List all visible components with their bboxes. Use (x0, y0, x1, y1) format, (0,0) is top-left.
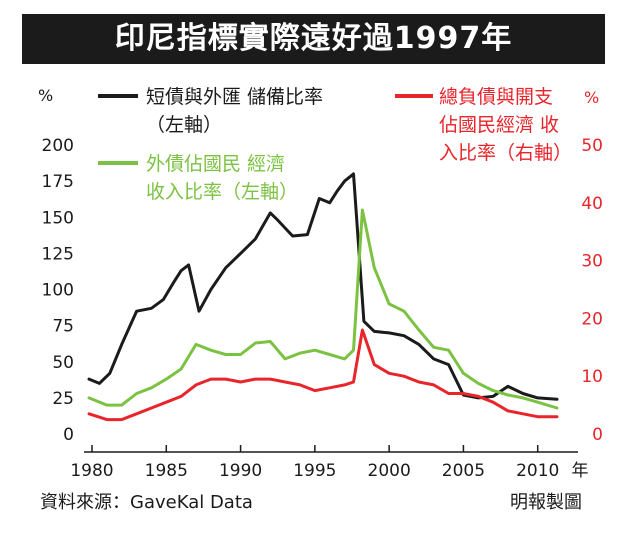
title-bar: 印尼指標實際遠好過1997年 (22, 14, 605, 64)
total-debt-line (87, 328, 559, 422)
right-tick-label: 20 (581, 309, 603, 329)
left-tick-label: 175 (42, 172, 74, 192)
left-axis-unit: % (38, 86, 54, 105)
x-tick-label: 2005 (442, 461, 485, 481)
legend-external-debt-label: 外債佔國民 經濟收入比率（左軸） (146, 153, 299, 203)
left-tick-label: 125 (42, 244, 74, 264)
right-tick-label: 50 (581, 136, 603, 156)
x-tick-label: 2000 (368, 461, 411, 481)
left-tick-label: 100 (42, 281, 74, 301)
left-tick-label: 50 (52, 353, 74, 373)
right-axis-unit: % (584, 88, 600, 107)
right-tick-label: 0 (592, 425, 603, 445)
left-tick-label: 0 (63, 425, 74, 445)
left-tick-label: 75 (52, 317, 74, 337)
left-tick-label: 25 (52, 389, 74, 409)
x-tick-label: 1990 (219, 461, 262, 481)
chart-title: 印尼指標實際遠好過1997年 (114, 21, 513, 56)
x-tick-label: 1985 (145, 461, 188, 481)
source-note: 資料來源：GaveKal Data (40, 492, 253, 513)
x-tick-label: 1980 (70, 461, 113, 481)
credit-note: 明報製圖 (510, 492, 582, 513)
x-axis-unit: 年 (572, 461, 589, 481)
external-debt-line (87, 208, 559, 410)
right-tick-label: 40 (581, 194, 603, 214)
left-tick-label: 200 (42, 136, 74, 156)
debt-reserves-line (87, 172, 559, 401)
right-tick-label: 30 (581, 252, 603, 272)
left-tick-label: 150 (42, 208, 74, 228)
right-tick-label: 10 (581, 367, 603, 387)
legend-debt-reserves-label: 短債與外匯 儲備比率（左軸） (146, 86, 324, 136)
x-tick-label: 1995 (293, 461, 336, 481)
x-tick-label: 2010 (516, 461, 559, 481)
legend-total-debt-label: 總負債與開支 佔國民經濟 收入比率（右軸） (439, 86, 573, 164)
